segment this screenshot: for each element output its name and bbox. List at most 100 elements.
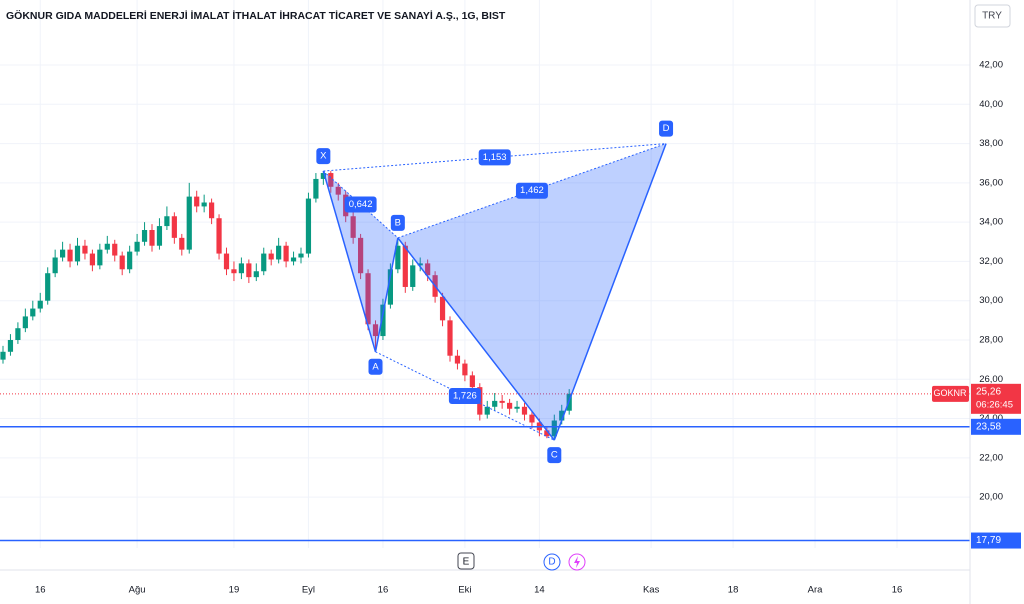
point-label: X	[320, 151, 327, 162]
last-price-badge	[971, 383, 1021, 414]
ratio-line	[375, 351, 555, 441]
y-tick-label: 22,00	[979, 452, 1003, 463]
point-badge	[390, 214, 405, 231]
y-tick-label: 42,00	[979, 60, 1003, 71]
candle-body	[417, 263, 423, 266]
event-marker[interactable]: E	[457, 552, 475, 570]
y-tick-label: 24,00	[979, 413, 1003, 424]
candle-body	[201, 202, 207, 207]
point-label: A	[372, 361, 379, 372]
pattern-fill	[323, 171, 398, 352]
candle-body	[104, 243, 110, 250]
x-tick-label: 14	[534, 585, 545, 596]
candle-body	[253, 271, 259, 278]
candle-body	[89, 253, 95, 266]
y-tick-label: 34,00	[979, 217, 1003, 228]
candle-body	[484, 406, 490, 415]
ratio-badge	[515, 182, 548, 199]
currency-button[interactable]	[974, 4, 1011, 28]
candle-body	[328, 173, 334, 187]
dividend-icon[interactable]	[543, 553, 561, 571]
candle-body	[283, 245, 289, 262]
chart-title: GÖKNUR GIDA MADDELERİ ENERJİ İMALAT İTHA…	[6, 9, 506, 22]
currency-label[interactable]: TRY	[982, 11, 1002, 22]
price-badge-label: 17,79	[976, 535, 1001, 546]
y-tick-label: 26,00	[979, 374, 1003, 385]
candle-body	[454, 355, 461, 364]
x-tick-label: Ağu	[129, 585, 146, 596]
point-label: D	[663, 123, 670, 134]
candle-body	[171, 216, 177, 238]
candle-body	[238, 263, 244, 274]
candle-body	[67, 249, 73, 262]
pattern-leg	[397, 237, 555, 441]
candle-body	[492, 400, 498, 407]
candle-body	[462, 363, 468, 376]
candle-body	[372, 324, 379, 337]
candle-body	[551, 420, 557, 437]
candle-body	[127, 251, 133, 270]
point-badge	[659, 120, 674, 137]
point-badge	[368, 358, 383, 375]
point-badge	[316, 148, 331, 165]
candle-body	[402, 245, 408, 287]
candle-body	[37, 300, 43, 309]
candle-body	[276, 245, 282, 260]
candle-body	[358, 237, 364, 274]
candle-body	[447, 320, 453, 356]
ratio-line	[323, 170, 399, 239]
candle-body	[387, 269, 393, 305]
x-tick-label: 19	[229, 585, 240, 596]
ratio-label: 1,726	[453, 390, 477, 401]
pattern-fill	[397, 143, 667, 441]
candle-body	[15, 328, 21, 340]
ratio-line	[397, 143, 667, 239]
candle-body	[521, 406, 528, 415]
candle-body	[22, 316, 28, 329]
ratio-label: 1,153	[483, 152, 507, 163]
candle-body	[119, 255, 125, 270]
symbol-badge	[932, 385, 969, 402]
point-label: C	[551, 450, 558, 461]
dividend-marker[interactable]: D	[543, 553, 561, 571]
candle-body	[60, 249, 66, 258]
candle-body	[529, 414, 535, 423]
candle-body	[246, 263, 252, 278]
candle-body	[74, 245, 81, 262]
candle-body	[216, 218, 222, 254]
point-label: B	[395, 217, 401, 228]
symbol-label: GOKNR	[933, 388, 967, 398]
y-tick-label: 32,00	[979, 256, 1003, 267]
candle-body	[156, 226, 163, 246]
candle-body	[186, 196, 192, 250]
candle-body	[350, 216, 356, 238]
candle-body	[544, 430, 550, 437]
split-marker[interactable]	[568, 553, 586, 571]
last-price-label: 25,26	[976, 386, 1001, 397]
countdown-label: 06:26:45	[976, 399, 1013, 410]
candle-body	[30, 308, 36, 317]
candle-body	[313, 178, 319, 199]
candle-body	[469, 375, 475, 388]
candle-body	[149, 230, 155, 246]
candle-body	[499, 400, 505, 403]
x-tick-label: Kas	[643, 585, 660, 596]
candle-body	[164, 216, 170, 227]
candle-body	[305, 198, 312, 254]
candle-body	[298, 253, 304, 258]
candle-body	[395, 245, 401, 270]
pattern-leg	[553, 143, 667, 441]
candle-body	[290, 257, 297, 262]
dividend-label[interactable]: D	[548, 557, 555, 568]
event-label[interactable]: E	[463, 557, 470, 568]
candle-body	[268, 253, 274, 260]
y-tick-label: 40,00	[979, 99, 1003, 110]
y-tick-label: 36,00	[979, 177, 1003, 188]
x-tick-label: Ara	[808, 585, 824, 596]
x-tick-label: 18	[728, 585, 739, 596]
event-icon[interactable]	[457, 552, 475, 570]
price-badge-label: 23,58	[976, 421, 1001, 432]
y-tick-label: 28,00	[979, 335, 1003, 346]
x-tick-label: 16	[892, 585, 903, 596]
